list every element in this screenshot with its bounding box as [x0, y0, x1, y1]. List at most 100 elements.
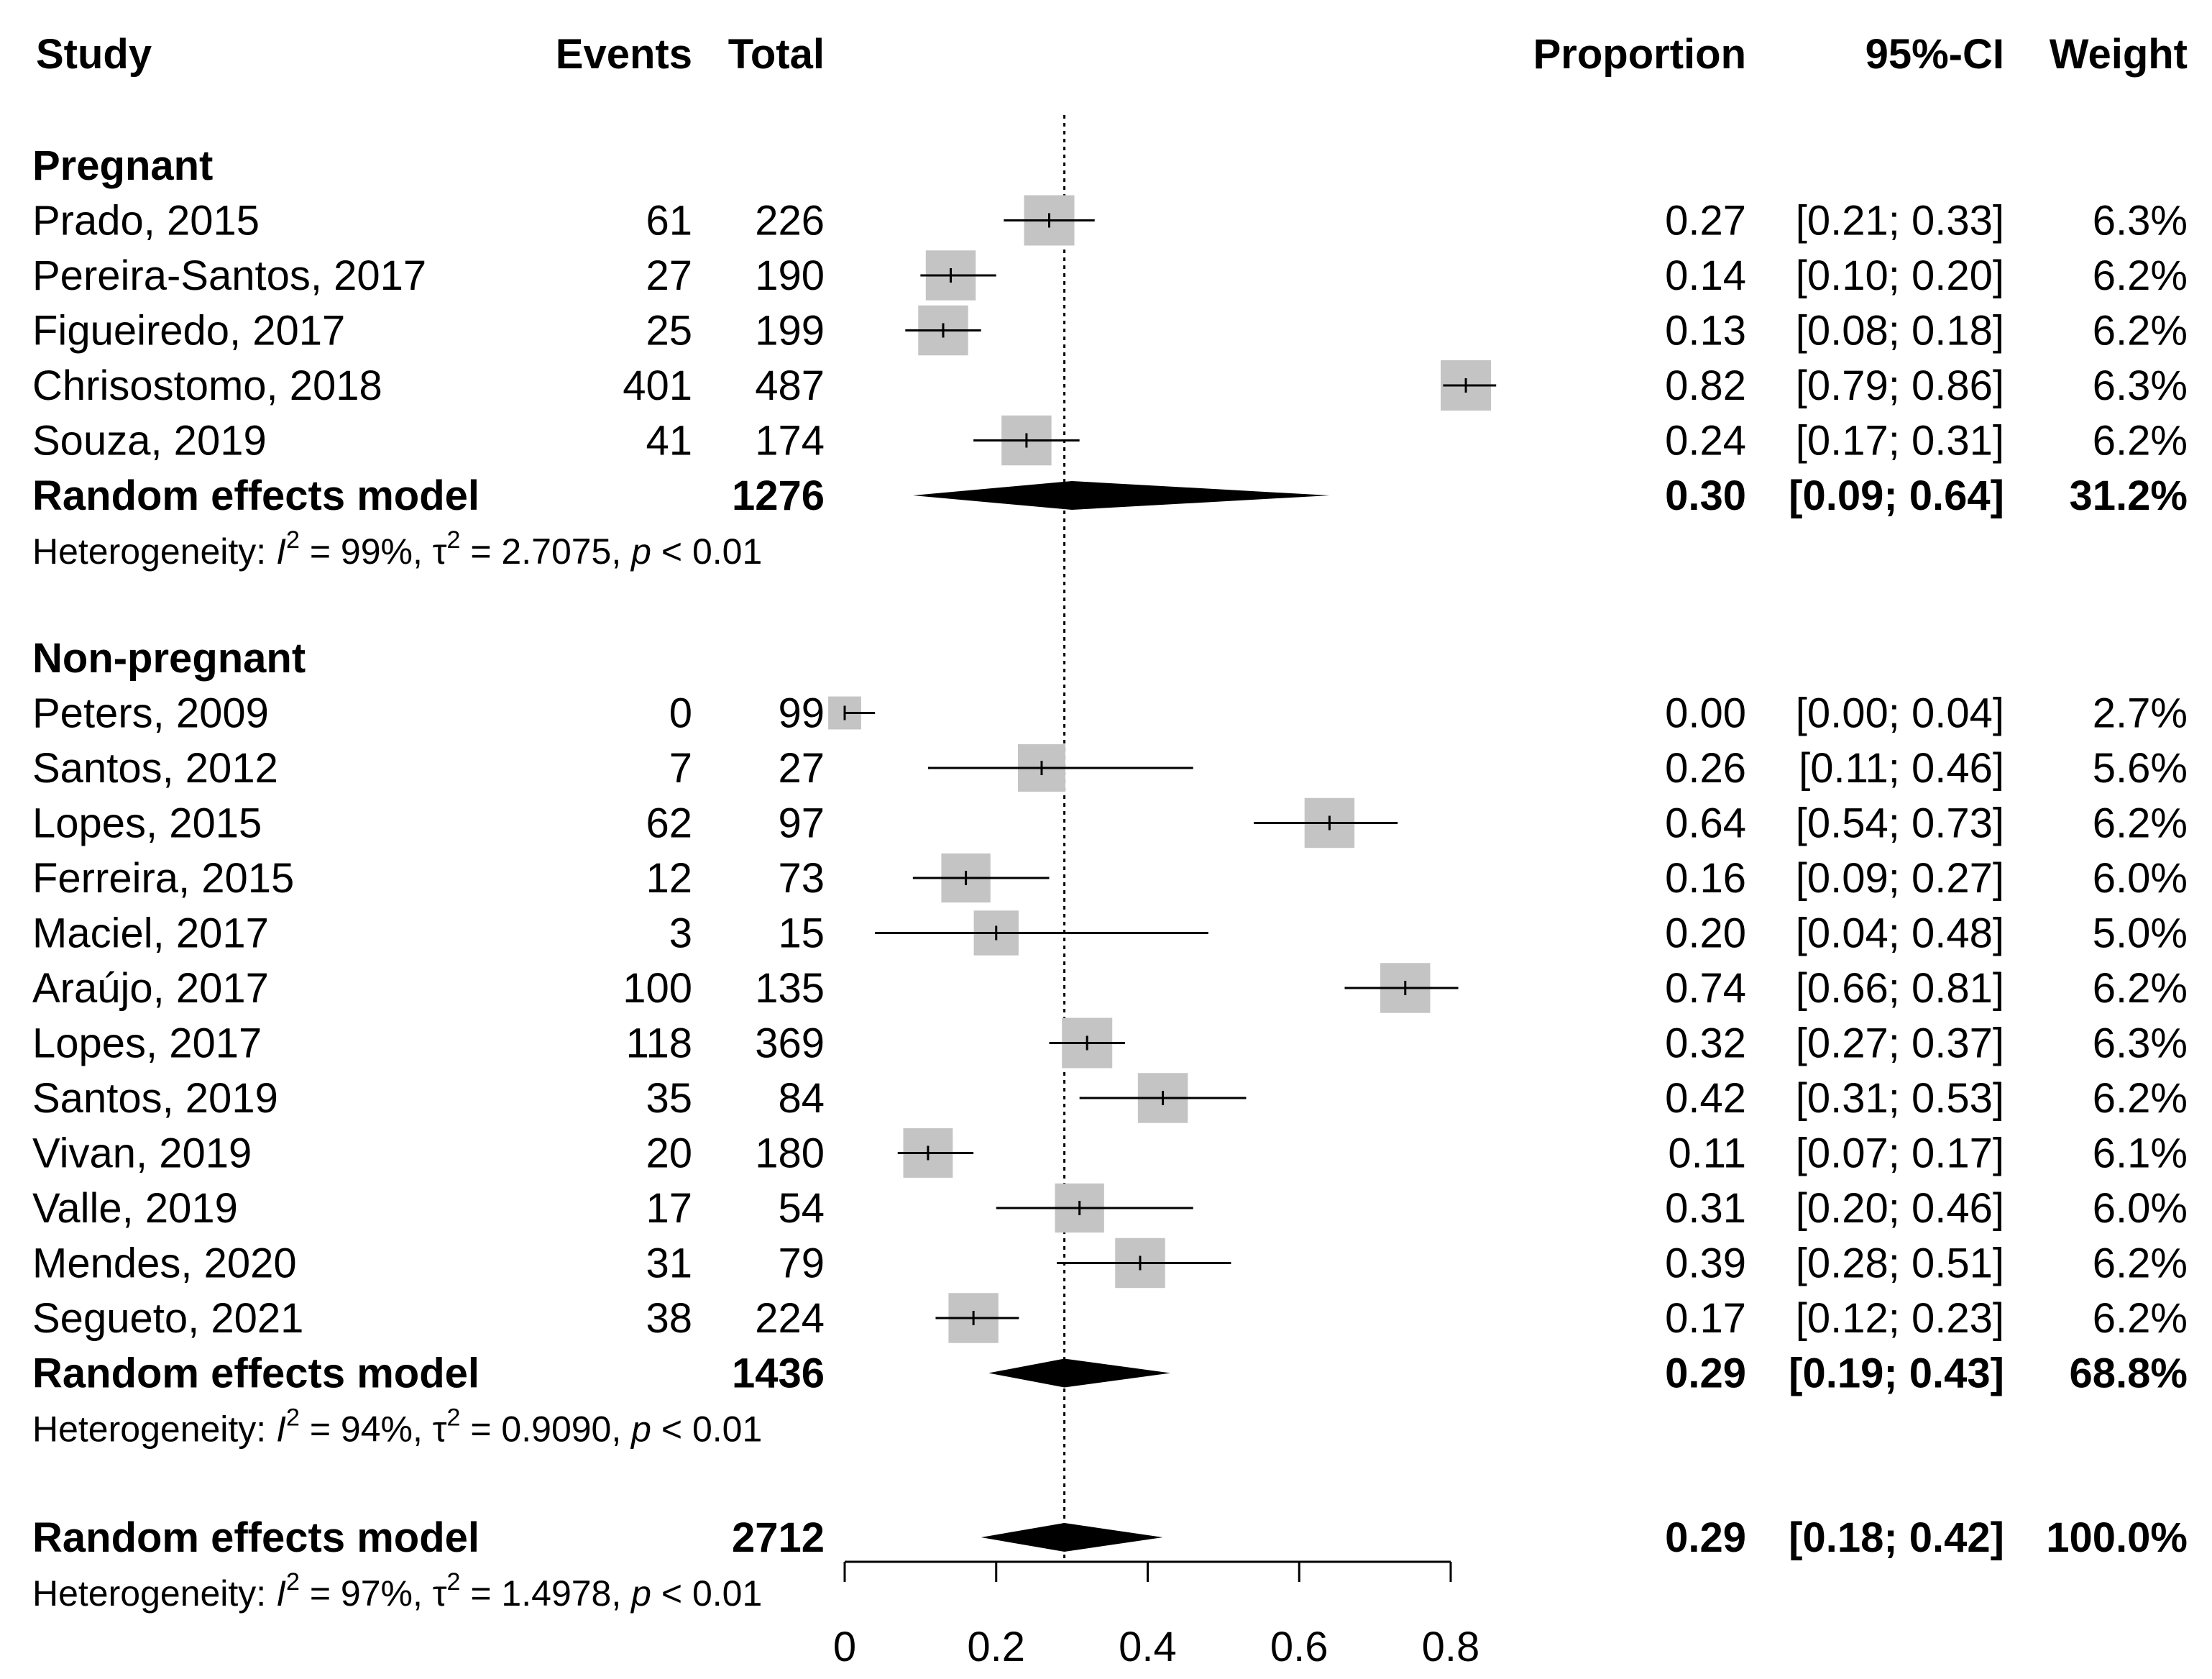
- study-label: Lopes, 2015: [32, 800, 262, 847]
- x-tick-label: 0.6: [1270, 1624, 1328, 1670]
- study-proportion: 0.32: [1665, 1020, 1746, 1067]
- study-label: Lopes, 2017: [32, 1020, 262, 1067]
- study-label: Pereira-Santos, 2017: [32, 252, 426, 299]
- study-total: 73: [778, 855, 825, 902]
- study-events: 401: [623, 362, 692, 409]
- study-label: Souza, 2019: [32, 418, 267, 465]
- study-proportion: 0.39: [1665, 1240, 1746, 1287]
- header-proportion: Proportion: [1533, 31, 1746, 78]
- study-events: 61: [646, 198, 692, 244]
- header-events: Events: [556, 31, 692, 78]
- study-events: 7: [669, 745, 692, 792]
- study-events: 25: [646, 308, 692, 354]
- summary-weight: 31.2%: [2070, 472, 2188, 519]
- study-events: 38: [646, 1295, 692, 1342]
- study-ci: [0.66; 0.81]: [1796, 965, 2004, 1012]
- x-tick-label: 0.4: [1119, 1624, 1177, 1670]
- x-tick-label: 0.8: [1422, 1624, 1480, 1670]
- study-weight: 6.2%: [2093, 800, 2188, 847]
- heterogeneity-text: Heterogeneity: I2 = 94%, τ2 = 0.9090, p …: [32, 1404, 762, 1450]
- study-weight: 2.7%: [2093, 690, 2188, 737]
- summary-total: 1276: [732, 472, 825, 519]
- study-ci: [0.21; 0.33]: [1796, 198, 2004, 244]
- study-total: 226: [755, 198, 825, 244]
- study-ci: [0.54; 0.73]: [1796, 800, 2004, 847]
- study-proportion: 0.26: [1665, 745, 1746, 792]
- study-events: 0: [669, 690, 692, 737]
- study-proportion: 0.74: [1665, 965, 1746, 1012]
- summary-proportion: 0.29: [1665, 1350, 1746, 1397]
- study-total: 487: [755, 362, 825, 409]
- header-weight: Weight: [2050, 31, 2188, 78]
- study-ci: [0.31; 0.53]: [1796, 1075, 2004, 1122]
- study-label: Vivan, 2019: [32, 1130, 252, 1177]
- study-label: Segueto, 2021: [32, 1295, 303, 1342]
- study-ci: [0.20; 0.46]: [1796, 1185, 2004, 1232]
- study-label: Chrisostomo, 2018: [32, 362, 382, 409]
- study-events: 12: [646, 855, 692, 902]
- study-weight: 6.2%: [2093, 965, 2188, 1012]
- study-proportion: 0.11: [1668, 1130, 1746, 1177]
- study-events: 27: [646, 252, 692, 299]
- study-proportion: 0.17: [1665, 1295, 1746, 1342]
- study-ci: [0.12; 0.23]: [1796, 1295, 2004, 1342]
- study-weight: 6.0%: [2093, 1185, 2188, 1232]
- overall-label: Random effects model: [32, 1514, 479, 1561]
- study-ci: [0.08; 0.18]: [1796, 308, 2004, 354]
- study-proportion: 0.13: [1665, 308, 1746, 354]
- study-proportion: 0.42: [1665, 1075, 1746, 1122]
- heterogeneity-text: Heterogeneity: I2 = 97%, τ2 = 1.4978, p …: [32, 1568, 762, 1614]
- study-total: 174: [755, 418, 825, 465]
- study-weight: 6.3%: [2093, 198, 2188, 244]
- study-ci: [0.17; 0.31]: [1796, 418, 2004, 465]
- study-ci: [0.27; 0.37]: [1796, 1020, 2004, 1067]
- study-label: Santos, 2019: [32, 1075, 278, 1122]
- study-ci: [0.11; 0.46]: [1799, 745, 2004, 792]
- study-proportion: 0.24: [1665, 418, 1746, 465]
- study-label: Prado, 2015: [32, 198, 260, 244]
- study-events: 41: [646, 418, 692, 465]
- study-events: 31: [646, 1240, 692, 1287]
- study-events: 35: [646, 1075, 692, 1122]
- summary-proportion: 0.30: [1665, 472, 1746, 519]
- study-label: Mendes, 2020: [32, 1240, 297, 1287]
- study-weight: 6.2%: [2093, 308, 2188, 354]
- study-total: 84: [778, 1075, 825, 1122]
- study-weight: 5.0%: [2093, 910, 2188, 957]
- study-proportion: 0.82: [1665, 362, 1746, 409]
- study-ci: [0.07; 0.17]: [1796, 1130, 2004, 1177]
- study-total: 97: [778, 800, 825, 847]
- study-weight: 6.3%: [2093, 362, 2188, 409]
- study-weight: 6.2%: [2093, 252, 2188, 299]
- header-ci: 95%-CI: [1865, 31, 2004, 78]
- study-events: 118: [626, 1020, 692, 1067]
- study-label: Araújo, 2017: [32, 965, 269, 1012]
- study-ci: [0.04; 0.48]: [1796, 910, 2004, 957]
- summary-label: Random effects model: [32, 472, 479, 519]
- study-ci: [0.09; 0.27]: [1796, 855, 2004, 902]
- study-total: 199: [755, 308, 825, 354]
- study-weight: 6.2%: [2093, 1075, 2188, 1122]
- study-total: 79: [778, 1240, 825, 1287]
- summary-weight: 68.8%: [2070, 1350, 2188, 1397]
- study-proportion: 0.20: [1665, 910, 1746, 957]
- study-label: Peters, 2009: [32, 690, 269, 737]
- study-proportion: 0.64: [1665, 800, 1746, 847]
- study-weight: 6.1%: [2093, 1130, 2188, 1177]
- study-total: 224: [755, 1295, 825, 1342]
- study-weight: 6.2%: [2093, 1240, 2188, 1287]
- study-proportion: 0.14: [1665, 252, 1746, 299]
- study-label: Ferreira, 2015: [32, 855, 294, 902]
- study-label: Maciel, 2017: [32, 910, 269, 957]
- study-label: Santos, 2012: [32, 745, 278, 792]
- study-events: 62: [646, 800, 692, 847]
- study-total: 190: [755, 252, 825, 299]
- study-proportion: 0.27: [1665, 198, 1746, 244]
- group-title: Non-pregnant: [32, 635, 306, 682]
- summary-diamond: [988, 1358, 1171, 1388]
- study-total: 54: [778, 1185, 825, 1232]
- summary-diamond: [912, 481, 1330, 510]
- study-ci: [0.00; 0.04]: [1796, 690, 2004, 737]
- study-events: 17: [646, 1185, 692, 1232]
- overall-proportion: 0.29: [1665, 1514, 1746, 1561]
